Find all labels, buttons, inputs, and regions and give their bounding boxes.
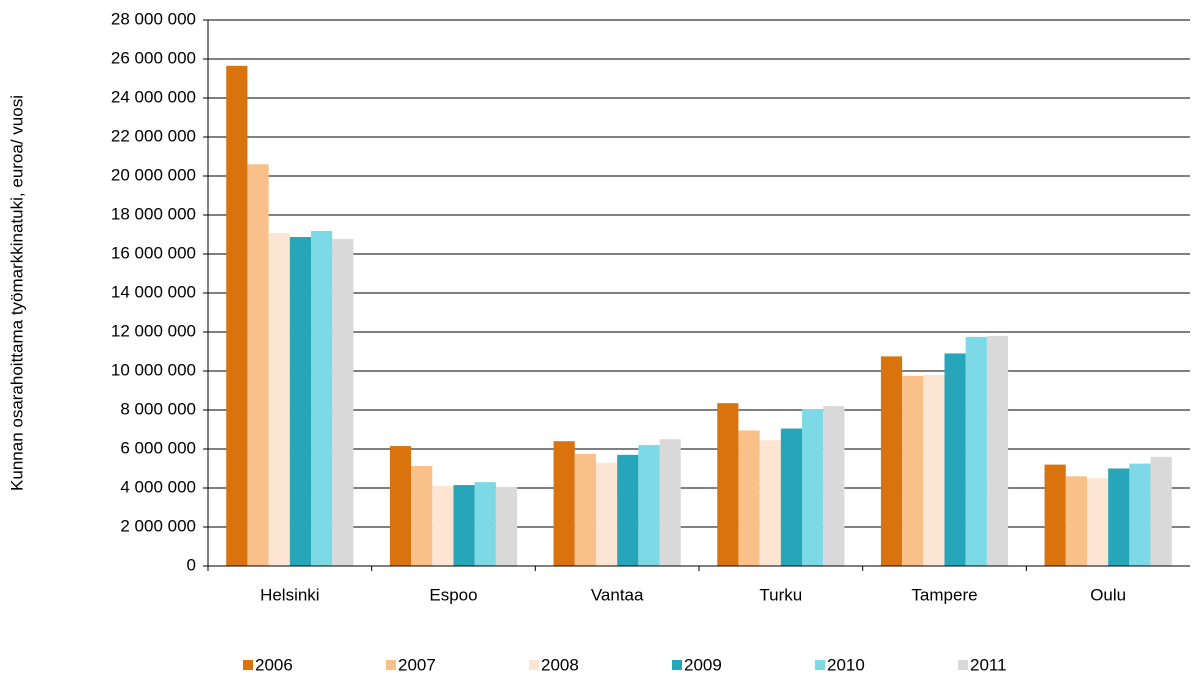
y-tick-label: 0: [187, 555, 196, 574]
legend-swatch: [243, 660, 253, 670]
bar: [411, 465, 433, 566]
y-tick-label: 26 000 000: [111, 48, 196, 67]
bar: [1065, 476, 1087, 566]
legend-swatch: [529, 660, 539, 670]
y-tick-label: 12 000 000: [111, 321, 196, 340]
legend-swatch: [672, 660, 682, 670]
bar: [332, 238, 354, 567]
bar: [226, 65, 248, 566]
bar: [902, 375, 924, 566]
legend-label: 2011: [970, 655, 1007, 674]
bar: [1108, 468, 1130, 566]
bar: [1044, 464, 1066, 566]
x-tick-label: Espoo: [429, 585, 477, 604]
legend-label: 2010: [827, 655, 865, 674]
bar: [802, 409, 824, 566]
bar: [717, 403, 739, 566]
bar: [659, 439, 681, 566]
y-tick-label: 28 000 000: [111, 9, 196, 28]
y-tick-label: 18 000 000: [111, 204, 196, 223]
y-tick-label: 2 000 000: [120, 516, 196, 535]
bar: [1086, 478, 1109, 566]
bar: [574, 453, 596, 566]
bar: [311, 230, 333, 567]
legend-swatch: [958, 660, 968, 670]
y-tick-label: 6 000 000: [120, 438, 196, 457]
bar: [474, 482, 496, 566]
bar: [1129, 463, 1151, 566]
legend-swatch: [815, 660, 825, 670]
bar: [823, 406, 845, 566]
bar: [965, 336, 987, 566]
bar: [495, 487, 518, 566]
x-tick-label: Tampere: [911, 585, 977, 604]
bar: [247, 164, 269, 567]
y-tick-label: 8 000 000: [120, 399, 196, 418]
x-tick-label: Vantaa: [591, 585, 644, 604]
bar: [432, 486, 454, 566]
bar: [738, 430, 760, 566]
bar: [1150, 456, 1172, 566]
y-axis-label: Kunnan osarahoittama työmarkkinatuki, eu…: [7, 95, 26, 491]
y-tick-label: 20 000 000: [111, 165, 196, 184]
bar: [389, 446, 412, 566]
legend-label: 2009: [684, 655, 722, 674]
bar: [453, 485, 475, 566]
legend-label: 2006: [255, 655, 293, 674]
bar: [268, 232, 290, 566]
legend-label: 2008: [541, 655, 579, 674]
bar: [553, 441, 575, 566]
x-tick-label: Helsinki: [260, 585, 320, 604]
bar: [759, 440, 781, 566]
y-tick-label: 16 000 000: [111, 243, 196, 262]
y-tick-label: 10 000 000: [111, 360, 196, 379]
bar: [595, 462, 618, 566]
bar: [638, 445, 660, 566]
x-tick-label: Turku: [759, 585, 802, 604]
legend-label: 2007: [398, 655, 436, 674]
x-tick-label: Oulu: [1090, 585, 1126, 604]
legend-swatch: [386, 660, 396, 670]
y-tick-label: 22 000 000: [111, 126, 196, 145]
y-tick-label: 24 000 000: [111, 87, 196, 106]
bar: [289, 237, 312, 566]
y-tick-label: 14 000 000: [111, 282, 196, 301]
bar: [923, 374, 945, 566]
bar: [944, 353, 966, 566]
bar: [617, 454, 639, 566]
y-tick-label: 4 000 000: [120, 477, 196, 496]
bar: [780, 428, 803, 566]
bar: [880, 356, 903, 566]
bar: [986, 335, 1009, 566]
